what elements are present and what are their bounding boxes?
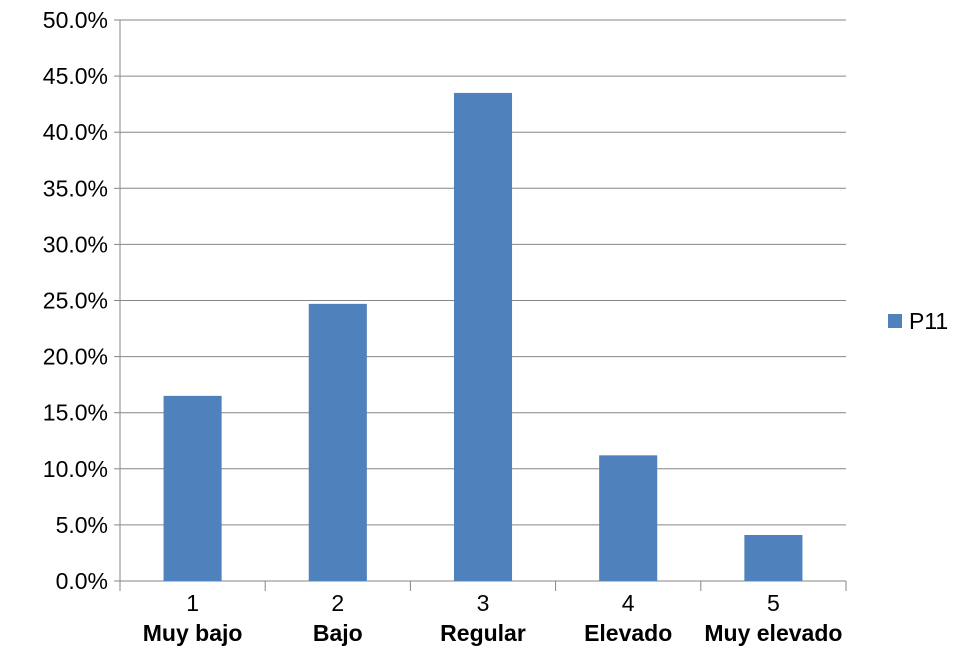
x-category-label: Bajo (313, 620, 363, 646)
y-tick-label: 0.0% (56, 568, 108, 594)
x-category-label: Elevado (584, 620, 672, 646)
y-tick-label: 30.0% (43, 231, 108, 257)
x-tick-number: 5 (767, 590, 780, 616)
y-tick-label: 15.0% (43, 400, 108, 426)
legend-swatch (888, 314, 902, 328)
y-tick-labels: 0.0% 5.0% 10.0% 15.0% 20.0% 25.0% 30.0% 35.0% 40… (43, 7, 108, 594)
x-category-label: Muy bajo (143, 620, 243, 646)
y-tick-label: 50.0% (43, 7, 108, 33)
bar-1 (163, 395, 222, 581)
bar-5 (744, 534, 803, 581)
y-tick-label: 25.0% (43, 288, 108, 314)
x-tick-number: 3 (477, 590, 490, 616)
bar-3 (453, 92, 513, 582)
y-tick-label: 20.0% (43, 344, 108, 370)
y-tick-label: 10.0% (43, 456, 108, 482)
bar-2 (308, 303, 367, 581)
legend-label: P11 (909, 308, 948, 334)
x-tick-number: 1 (186, 590, 199, 616)
y-tick-label: 40.0% (43, 119, 108, 145)
y-tick-label: 45.0% (43, 63, 108, 89)
y-tick-label: 5.0% (56, 512, 108, 538)
y-tick-label: 35.0% (43, 175, 108, 201)
bars (163, 92, 803, 582)
legend: P11 (888, 308, 948, 334)
x-category-label: Regular (440, 620, 526, 646)
x-category-label: Muy elevado (704, 620, 842, 646)
x-tick-number: 4 (622, 590, 635, 616)
bar-4 (599, 455, 658, 581)
x-tick-labels: 1 Muy bajo 2 Bajo 3 Regular 4 Elevado 5 Muy eleva… (143, 590, 843, 646)
x-tick-number: 2 (331, 590, 344, 616)
